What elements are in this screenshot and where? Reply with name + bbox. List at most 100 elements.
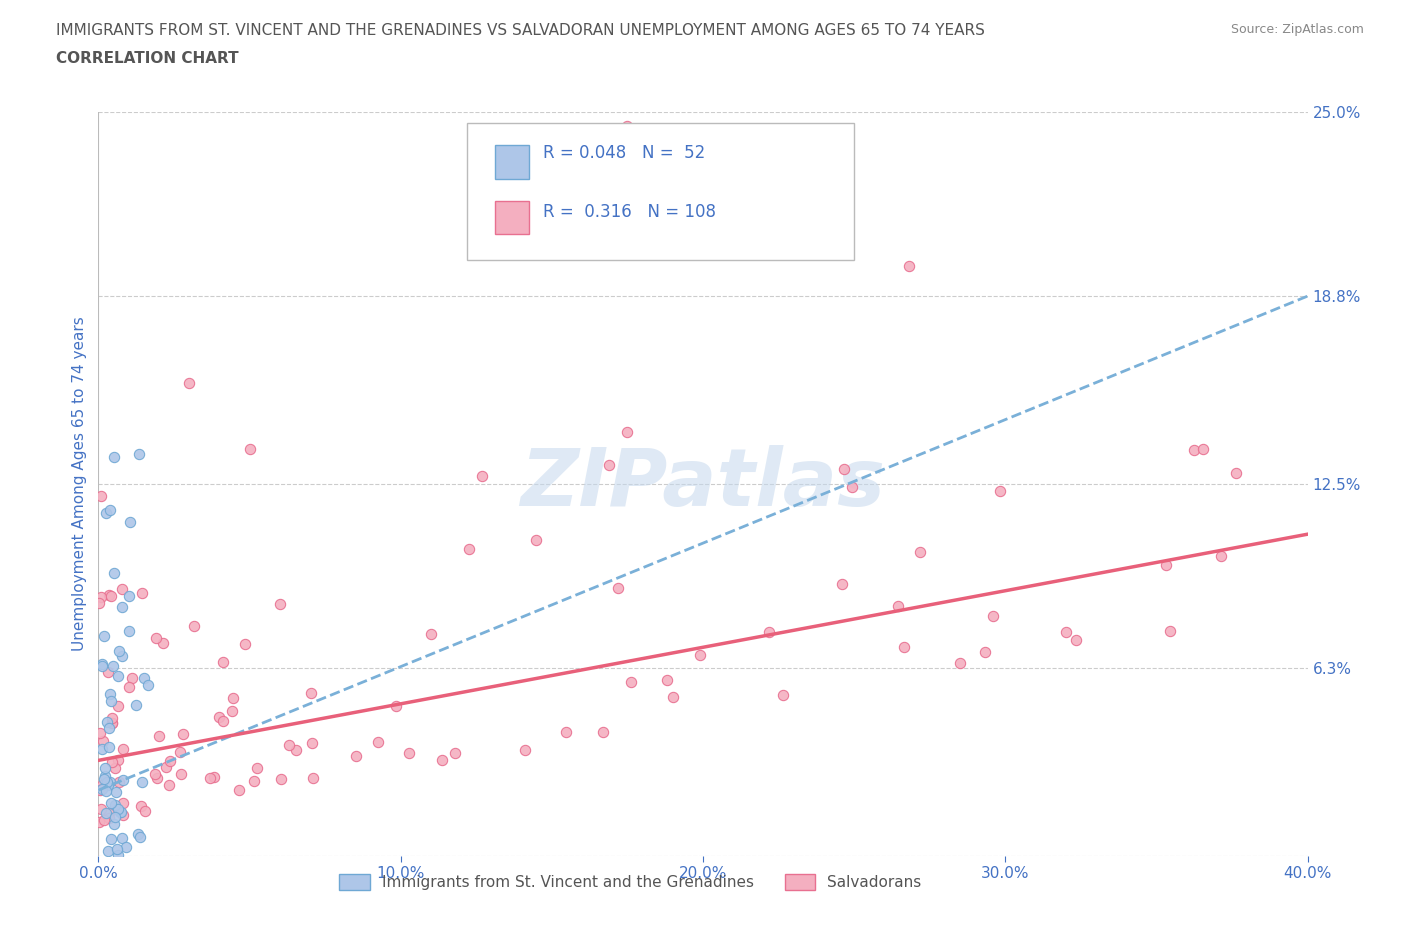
Point [103,565,125,580]
Point [344,749,367,764]
Point [87,815,110,830]
Point [235,637,257,652]
Point [1159,624,1181,639]
Point [897,259,920,273]
Point [108,775,131,790]
Point [269,596,291,611]
Point [91,657,114,671]
Point [94,783,117,798]
Point [471,469,494,484]
Point [284,743,307,758]
Point [973,645,995,660]
Point [198,770,221,785]
Point [98,503,121,518]
Point [90,658,112,673]
Point [96,714,118,729]
Point [148,728,170,743]
Point [367,735,389,750]
Point [101,715,124,730]
Point [94,760,117,775]
Point [988,484,1011,498]
Point [90,590,112,604]
Point [221,703,243,718]
Point [129,830,152,844]
Point [689,647,711,662]
Point [419,627,441,642]
Point [1209,549,1232,564]
Text: ZIPatlas: ZIPatlas [520,445,886,523]
Point [616,119,638,134]
Point [385,698,408,713]
Point [146,771,169,786]
Text: R = 0.048   N =  52: R = 0.048 N = 52 [543,143,706,162]
Point [93,629,115,644]
Point [111,600,134,615]
Point [101,711,124,725]
Point [128,446,150,461]
Point [118,589,141,604]
Point [131,585,153,600]
Point [662,689,685,704]
Point [107,698,129,713]
Point [177,376,200,391]
Point [239,442,262,457]
Point [93,771,115,786]
FancyBboxPatch shape [467,123,855,260]
Point [118,515,141,530]
FancyBboxPatch shape [495,145,529,179]
Point [97,664,120,679]
Point [170,766,193,781]
Point [772,687,794,702]
Point [101,754,124,769]
Point [98,739,121,754]
Point [134,804,156,818]
Point [457,541,479,556]
Point [1182,443,1205,458]
Point [98,811,121,826]
Point [157,777,180,792]
Point [131,774,153,789]
Point [98,805,121,820]
Point [152,635,174,650]
Point [136,678,159,693]
Point [90,777,112,792]
Point [101,715,124,730]
Point [101,658,124,673]
Point [949,656,972,671]
Text: R =  0.316   N = 108: R = 0.316 N = 108 [543,203,717,221]
Point [104,798,127,813]
Point [93,813,115,828]
Point [228,783,250,798]
Point [246,760,269,775]
Point [97,777,120,792]
Point [1225,466,1247,481]
Point [98,687,121,702]
Point [96,805,118,820]
Point [111,796,134,811]
Point [100,795,122,810]
Point [221,690,243,705]
Point [108,644,131,658]
Point [111,741,134,756]
Point [100,831,122,846]
Point [129,799,152,814]
Point [105,842,128,857]
Point [1154,557,1177,572]
Point [598,458,620,472]
Point [278,737,301,752]
Point [91,782,114,797]
Point [616,425,638,440]
Point [110,804,132,819]
Point [89,725,111,740]
Point [831,577,853,591]
Point [90,741,112,756]
Point [1191,442,1213,457]
Point [592,724,614,739]
Point [212,655,235,670]
Point [183,618,205,633]
Point [111,772,134,787]
Point [169,744,191,759]
Point [155,760,177,775]
Point [758,624,780,639]
Point [740,146,762,161]
